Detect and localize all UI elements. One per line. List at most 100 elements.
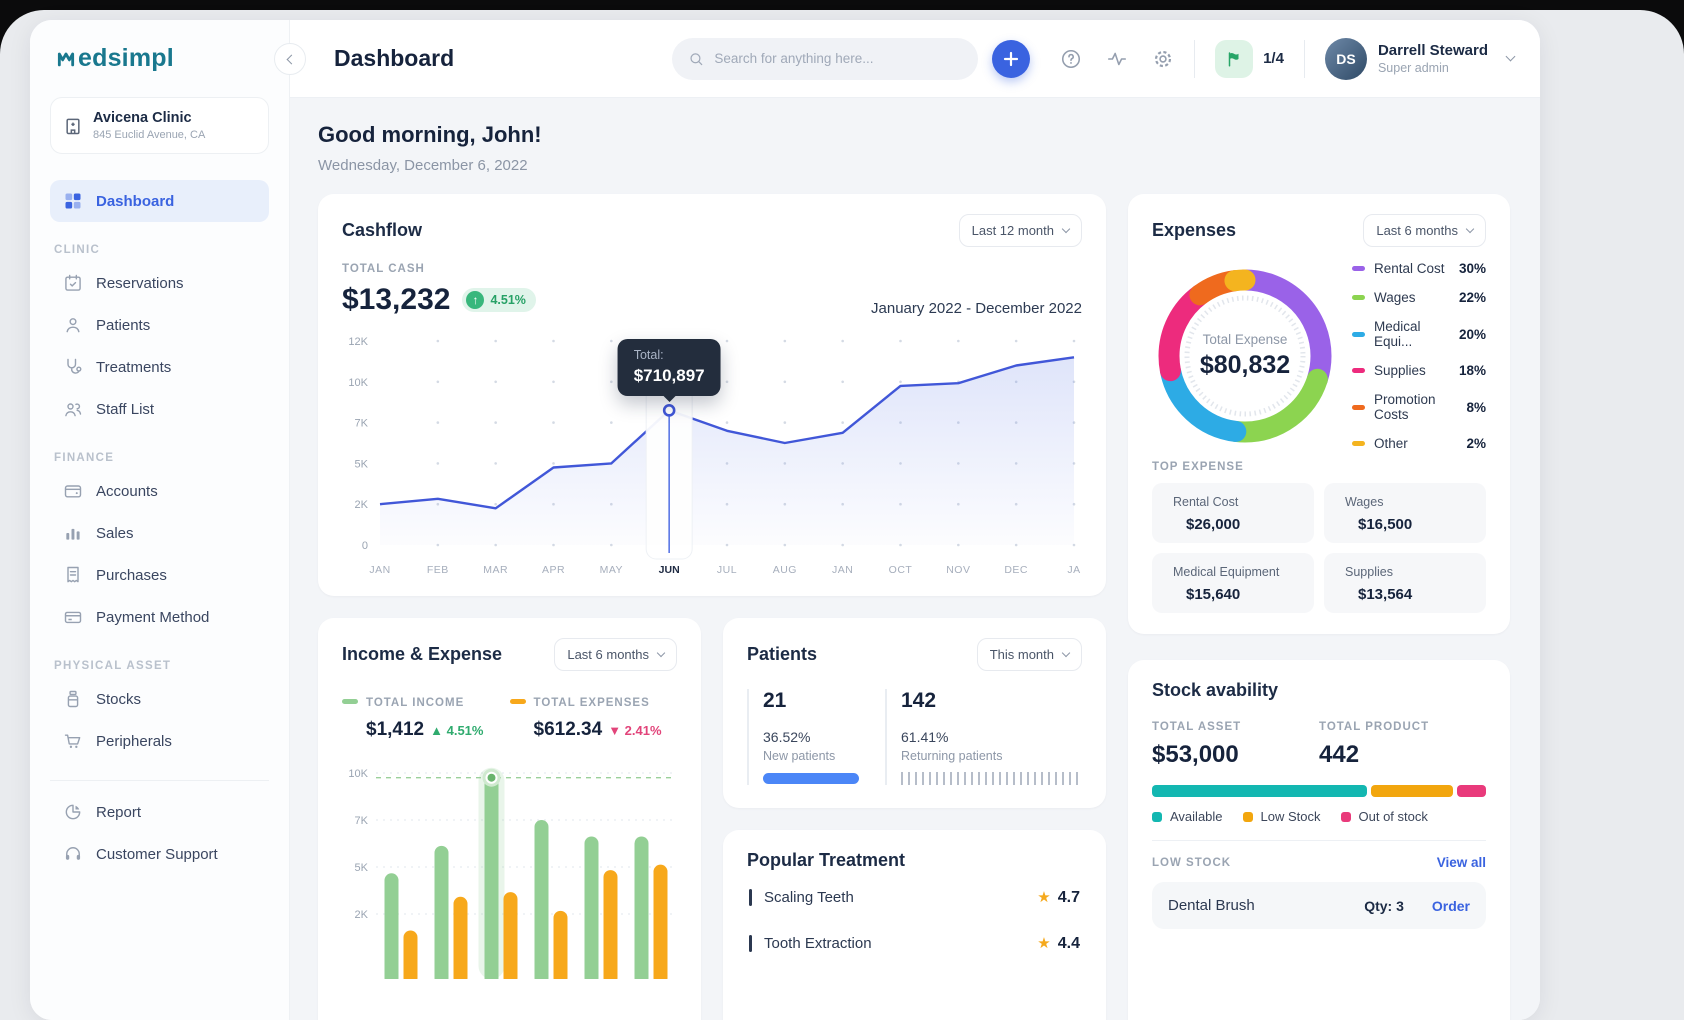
income-expense-range-dropdown[interactable]: Last 6 months [554,638,677,671]
total-asset-label: TOTAL ASSET [1152,721,1242,733]
income-expense-bar-chart: 10K 7K 5K 2K [348,767,676,979]
svg-text:2K: 2K [355,499,369,511]
svg-text:MAY: MAY [600,564,623,576]
search-input[interactable] [714,51,963,66]
logo-text: edsimpl [78,44,174,72]
svg-text:10K: 10K [348,377,368,389]
legend-item: Out of stock [1340,809,1428,824]
sidebar: edsimpl Avicena Clinic 845 Euclid Avenue… [30,20,290,1020]
sidebar-item-accounts[interactable]: Accounts [50,470,269,512]
sidebar-item-peripherals[interactable]: Peripherals [50,720,269,762]
receipt-icon [67,566,79,583]
svg-text:FEB: FEB [427,564,449,576]
search-bar[interactable] [672,37,979,80]
income-swatch [342,699,358,704]
plus-icon [1003,51,1019,66]
collapse-sidebar-button[interactable] [274,43,306,75]
low-stock-row: Dental Brush Qty: 3 Order [1152,882,1486,929]
patients-range-dropdown[interactable]: This month [976,638,1082,671]
sidebar-item-report[interactable]: Report [50,791,269,833]
settings-button[interactable] [1152,48,1174,70]
svg-text:MAR: MAR [483,564,508,576]
svg-text:7K: 7K [355,815,369,827]
activity-button[interactable] [1106,48,1128,70]
svg-text:5K: 5K [355,458,369,470]
sidebar-item-purchases[interactable]: Purchases [50,554,269,596]
legend-swatch [1352,295,1365,300]
patient-icon [66,318,80,333]
sidebar-item-label: Patients [96,316,151,334]
sidebar-footer: Report Customer Support [50,780,269,875]
chevron-down-icon [1505,51,1516,62]
section-label-physical-asset: PHYSICAL ASSET [54,660,172,672]
bottle-icon [67,690,79,708]
svg-text:JAN: JAN [369,564,390,576]
total-income-block: TOTAL INCOME $1,412 ▲ 4.51% [342,693,510,741]
header-icons [1060,48,1174,70]
sidebar-item-dashboard[interactable]: Dashboard [50,180,269,222]
sidebar-item-stocks[interactable]: Stocks [50,678,269,720]
sidebar-item-label: Purchases [96,566,167,584]
new-patients-value: 21 [763,689,787,712]
top-expense-tile: Medical Equipment $15,640 [1152,553,1314,613]
low-stock-item-name: Dental Brush [1168,897,1255,914]
sidebar-item-label: Dashboard [96,192,175,210]
view-all-link[interactable]: View all [1436,855,1486,870]
header-divider [1194,39,1196,78]
stock-title: Stock avability [1152,680,1279,700]
header: Dashboard [274,20,1540,98]
total-income-label: TOTAL INCOME [366,697,465,709]
sidebar-item-treatments[interactable]: Treatments [50,346,269,388]
total-expenses-label: TOTAL EXPENSES [533,697,650,709]
sidebar-item-staff-list[interactable]: Staff List [50,388,269,430]
cashflow-title: Cashflow [342,220,423,240]
sidebar-item-label: Sales [96,524,134,542]
flag-counter[interactable]: 1/4 [1215,39,1284,78]
cashflow-range-label: Last 12 month [971,223,1054,238]
total-product-label: TOTAL PRODUCT [1319,721,1430,733]
top-expense-tiles: Rental Cost $26,000 Wages $16,500 Medical … [1152,483,1486,613]
clinic-name: Avicena Clinic [93,110,192,126]
low-stock-label: LOW STOCK [1152,856,1232,869]
order-link[interactable]: Order [1431,897,1470,914]
svg-text:NOV: NOV [946,564,970,576]
sidebar-item-sales[interactable]: Sales [50,512,269,554]
treatment-row[interactable]: Scaling Teeth ★ 4.7 [747,871,1082,917]
sidebar-item-payment-method[interactable]: Payment Method [50,596,269,638]
sidebar-item-patients[interactable]: Patients [50,304,269,346]
treatment-row[interactable]: Tooth Extraction ★ 4.4 [747,917,1082,963]
returning-patients-bar [901,772,1082,785]
income-expense-card: Income & Expense Last 6 months TOTAL INC… [318,618,701,1020]
chevron-left-icon [286,54,297,64]
top-expense-tile: Rental Cost $26,000 [1152,483,1314,543]
greeting-date: Wednesday, December 6, 2022 [318,157,528,174]
cashflow-range-dropdown[interactable]: Last 12 month [958,214,1082,247]
legend-swatch [1152,811,1162,822]
dashboard-grid-icon [65,193,81,209]
help-button[interactable] [1060,48,1082,70]
expenses-range-dropdown[interactable]: Last 6 months [1363,214,1486,247]
patients-title: Patients [747,644,818,664]
sidebar-item-label: Customer Support [96,845,218,863]
sidebar-item-label: Accounts [96,482,158,500]
user-role: Super admin [1377,61,1449,75]
clinic-selector[interactable]: Avicena Clinic 845 Euclid Avenue, CA [50,97,269,154]
stock-segment [1371,785,1453,797]
sidebar-item-reservations[interactable]: Reservations [50,262,269,304]
expenses-card: Expenses Last 6 months Total Expense $80… [1128,194,1510,634]
total-expenses-value: $612.34 ▼ 2.41% [533,719,662,740]
user-menu[interactable]: DS Darrell Steward Super admin [1324,37,1516,80]
sidebar-item-customer-support[interactable]: Customer Support [50,833,269,875]
income-expense-range-label: Last 6 months [567,647,649,662]
treatment-name: Tooth Extraction [764,935,872,952]
star-icon: ★ [1037,889,1051,906]
bar-chart-icon [66,528,80,540]
expense-swatch [509,699,526,704]
treatment-rating: 4.4 [1057,935,1080,952]
headset-icon [65,847,81,860]
returning-patients-label: Returning patients [901,749,1003,763]
top-expense-tile: Supplies $13,564 [1324,553,1486,613]
search-icon [690,52,703,65]
add-button[interactable] [992,39,1031,78]
legend-swatch [1352,266,1365,271]
